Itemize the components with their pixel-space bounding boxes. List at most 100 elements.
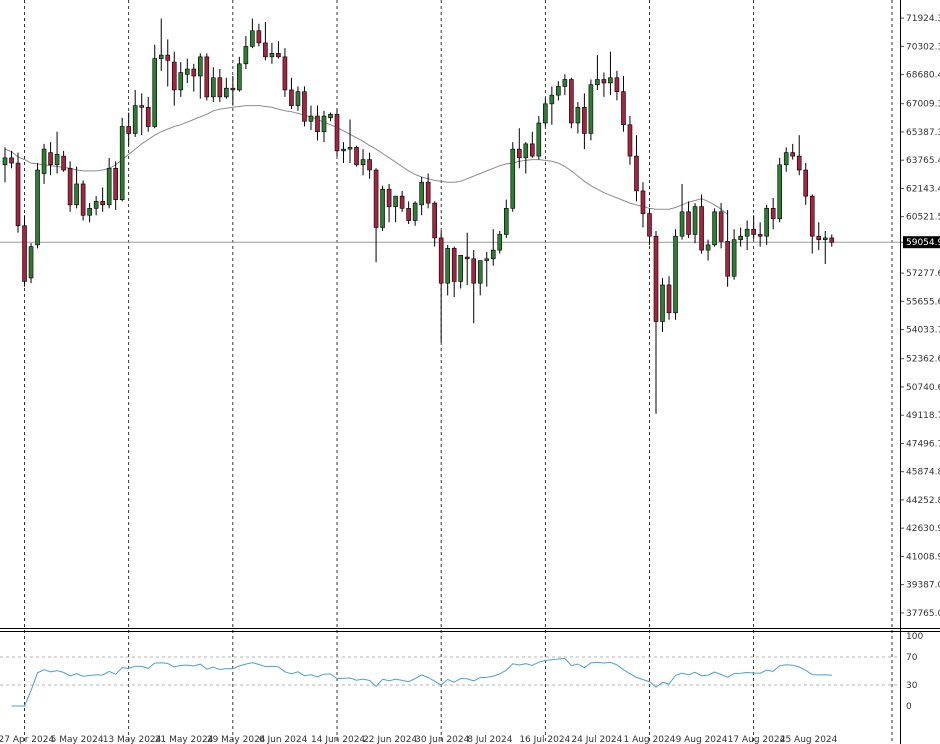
candle: [263, 22, 268, 61]
candle: [308, 105, 314, 130]
candle-body: [93, 201, 99, 209]
candle-body: [764, 208, 769, 237]
candle: [621, 75, 626, 132]
candle-body: [829, 237, 835, 243]
candle-body: [770, 208, 776, 220]
candle-body: [484, 258, 490, 261]
candle: [250, 18, 255, 49]
candle-body: [543, 103, 548, 124]
time-tick-label: 29 May 2024: [207, 735, 266, 744]
candle: [295, 86, 301, 111]
candle: [412, 201, 418, 226]
price-tick-label: 63765.40: [906, 156, 940, 166]
candle: [269, 42, 275, 64]
candle: [660, 277, 665, 332]
candle: [588, 79, 594, 141]
candle-body: [230, 87, 236, 91]
candle-body: [2, 157, 8, 166]
candle: [653, 230, 659, 414]
price-tick-label: 62143.45: [906, 184, 940, 194]
price-tick-label: 71924.30: [906, 14, 940, 24]
candle: [54, 131, 60, 174]
candle-body: [106, 167, 112, 206]
candle-body: [243, 46, 249, 65]
candle-body: [588, 84, 594, 134]
candle: [718, 203, 724, 249]
candle: [712, 208, 717, 247]
candle-body: [660, 284, 665, 322]
moving-average-line: [4, 105, 728, 215]
candle: [809, 194, 815, 254]
candle: [224, 77, 229, 99]
candle: [536, 116, 542, 160]
candle-body: [653, 235, 659, 322]
candle-body: [328, 114, 333, 119]
time-tick-label: 13 May 2024: [103, 735, 162, 744]
candle-body: [35, 169, 40, 246]
candle-body: [87, 208, 92, 216]
candle: [575, 102, 581, 134]
candle-body: [503, 208, 509, 235]
candle: [80, 180, 86, 221]
candle: [608, 51, 613, 96]
candle: [445, 244, 450, 296]
candle-body: [139, 105, 145, 108]
candle: [328, 112, 333, 122]
time-tick-label: 22 Jun 2024: [363, 735, 417, 744]
candle-body: [393, 195, 398, 207]
price-tick-label: 37765.05: [906, 609, 940, 619]
candle-body: [608, 77, 613, 84]
candle-body: [380, 188, 385, 228]
time-tick-label: 25 Aug 2024: [780, 735, 838, 744]
candle-body: [171, 61, 177, 91]
candle-body: [510, 148, 516, 209]
candle-body: [627, 124, 633, 157]
candle-body: [692, 206, 698, 235]
candle: [543, 98, 548, 127]
candle: [549, 86, 555, 125]
candle: [237, 56, 242, 92]
candle-body: [184, 68, 190, 75]
candle-body: [790, 152, 796, 157]
candle: [673, 229, 678, 320]
candle: [321, 110, 327, 143]
time-tick-label: 30 Jun 2024: [415, 735, 469, 744]
candle: [764, 204, 769, 245]
candle-body: [302, 91, 307, 122]
price-tick-label: 60521.50: [906, 213, 940, 223]
candle-body: [614, 77, 620, 92]
candle-body: [204, 56, 210, 98]
time-tick-label: 6 Jun 2024: [259, 735, 308, 744]
candle: [152, 44, 158, 129]
candle-body: [438, 237, 444, 284]
candle-body: [412, 202, 418, 221]
candle: [699, 194, 704, 254]
candle: [406, 201, 411, 224]
price-tick-label: 42630.90: [906, 524, 940, 534]
candle: [354, 145, 359, 167]
time-tick-label: 9 Aug 2024: [676, 735, 728, 744]
candle-body: [347, 147, 353, 150]
candle-body: [48, 152, 53, 166]
candle-body: [41, 148, 47, 174]
candle-body: [28, 246, 34, 279]
candle-body: [647, 213, 652, 237]
candle: [145, 96, 151, 132]
candle-body: [360, 159, 366, 166]
candle: [757, 222, 763, 247]
candle: [399, 190, 405, 212]
price-tick-label: 70302.35: [906, 42, 940, 52]
candle-body: [796, 155, 802, 171]
candle: [211, 67, 216, 103]
candle-body: [295, 91, 301, 106]
candle: [9, 150, 14, 169]
candle-body: [178, 72, 184, 91]
candle-body: [516, 148, 522, 159]
period-separators: [24, 0, 893, 744]
candle-body: [601, 79, 607, 84]
candle: [497, 230, 503, 254]
candle-body: [822, 237, 828, 240]
candle: [582, 93, 587, 150]
candle-body: [198, 56, 203, 77]
candle-body: [621, 91, 626, 126]
